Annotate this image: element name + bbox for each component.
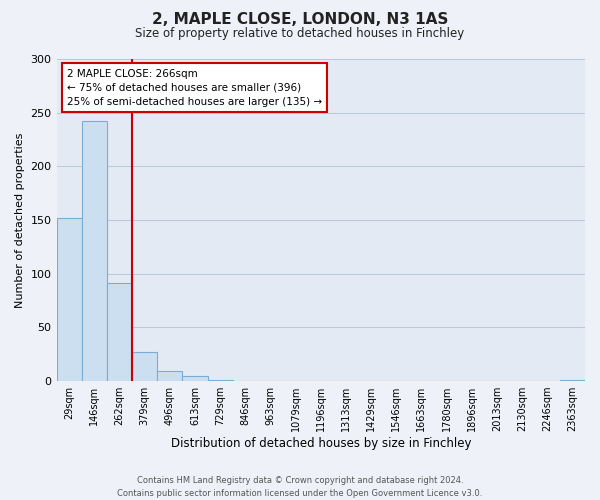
Text: Size of property relative to detached houses in Finchley: Size of property relative to detached ho…	[136, 28, 464, 40]
Bar	[157, 372, 182, 381]
Text: 2 MAPLE CLOSE: 266sqm
← 75% of detached houses are smaller (396)
25% of semi-det: 2 MAPLE CLOSE: 266sqm ← 75% of detached …	[67, 68, 322, 106]
Y-axis label: Number of detached properties: Number of detached properties	[15, 132, 25, 308]
Bar	[132, 352, 157, 381]
X-axis label: Distribution of detached houses by size in Finchley: Distribution of detached houses by size …	[170, 437, 471, 450]
Bar	[82, 122, 107, 381]
Bar	[107, 284, 132, 381]
Text: 2, MAPLE CLOSE, LONDON, N3 1AS: 2, MAPLE CLOSE, LONDON, N3 1AS	[152, 12, 448, 28]
Bar	[208, 380, 233, 381]
Bar	[182, 376, 208, 381]
Bar	[560, 380, 585, 381]
Bar	[56, 218, 82, 381]
Text: Contains HM Land Registry data © Crown copyright and database right 2024.
Contai: Contains HM Land Registry data © Crown c…	[118, 476, 482, 498]
